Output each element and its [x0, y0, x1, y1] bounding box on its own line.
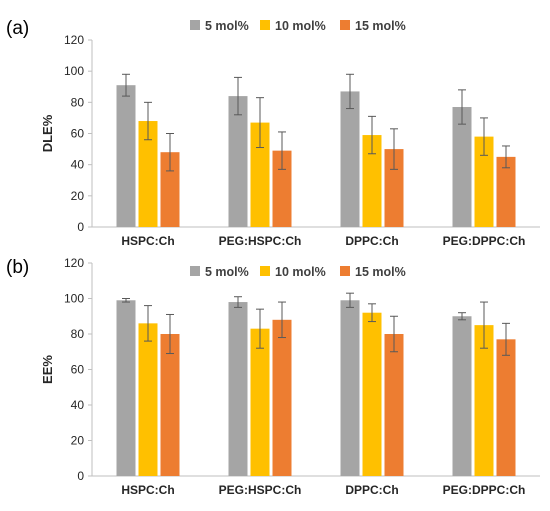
chart-panel-2: (b) 0 20 40 60 80 100 120 EE% HSPC:Ch PEG:HSPC:Ch D… — [6, 256, 540, 497]
bar — [474, 325, 494, 476]
x-tick-label: PEG:DPPC:Ch — [443, 483, 526, 497]
y-tick-label: 40 — [71, 398, 85, 412]
bar — [384, 334, 404, 476]
y-tick-label: 120 — [64, 33, 84, 47]
y-tick-label: 100 — [64, 292, 84, 306]
bar — [496, 156, 516, 227]
x-tick-label: DPPC:Ch — [345, 483, 398, 497]
legend-label: 10 mol% — [275, 19, 326, 33]
y-tick-label: 40 — [71, 158, 85, 172]
legend-swatch — [260, 266, 270, 276]
y-tick-label: 0 — [77, 220, 84, 234]
bar — [340, 300, 360, 476]
y-tick-label: 80 — [71, 327, 85, 341]
y-tick-label: 0 — [77, 469, 84, 483]
bar — [272, 319, 292, 476]
bar — [138, 323, 158, 476]
legend-label: 10 mol% — [275, 265, 326, 279]
legend-swatch — [340, 266, 350, 276]
bar — [452, 107, 472, 227]
legend-swatch — [190, 20, 200, 30]
legend-swatch — [260, 20, 270, 30]
x-tick-label: HSPC:Ch — [121, 483, 174, 497]
panel-label: (b) — [6, 257, 29, 278]
bar — [362, 135, 382, 227]
y-tick-label: 20 — [71, 189, 85, 203]
legend-swatch — [190, 266, 200, 276]
y-tick-label: 100 — [64, 64, 84, 78]
y-tick-label: 60 — [71, 127, 85, 141]
legend-label: 5 mol% — [205, 265, 249, 279]
bar — [160, 152, 180, 227]
bar — [250, 328, 270, 476]
bar — [474, 136, 494, 227]
bar — [496, 339, 516, 476]
legend-label: 15 mol% — [355, 265, 406, 279]
legend-label: 5 mol% — [205, 19, 249, 33]
y-tick-label: 120 — [64, 256, 84, 270]
y-tick-label: 20 — [71, 434, 85, 448]
bar — [228, 302, 248, 476]
bar — [340, 91, 360, 227]
bar — [384, 149, 404, 227]
bar — [362, 312, 382, 476]
x-tick-label: PEG:HSPC:Ch — [219, 234, 302, 248]
bar — [452, 316, 472, 476]
bar — [116, 85, 136, 227]
panel-label: (a) — [6, 18, 29, 39]
x-tick-label: PEG:DPPC:Ch — [443, 234, 526, 248]
bar — [250, 122, 270, 227]
legend-swatch — [340, 20, 350, 30]
y-tick-label: 80 — [71, 95, 85, 109]
x-tick-label: HSPC:Ch — [121, 234, 174, 248]
bar — [228, 96, 248, 227]
bar — [116, 300, 136, 476]
y-tick-label: 60 — [71, 363, 85, 377]
bar — [272, 150, 292, 227]
bar — [160, 334, 180, 476]
bar — [138, 121, 158, 227]
x-tick-label: DPPC:Ch — [345, 234, 398, 248]
y-axis-title: DLE% — [40, 114, 55, 152]
x-tick-label: PEG:HSPC:Ch — [219, 483, 302, 497]
chart-panel-1: (a) 0 20 40 60 80 100 120 DLE% HSPC:Ch PEG:HSPC:Ch… — [6, 18, 540, 248]
y-axis-title: EE% — [40, 355, 55, 384]
legend-label: 15 mol% — [355, 19, 406, 33]
